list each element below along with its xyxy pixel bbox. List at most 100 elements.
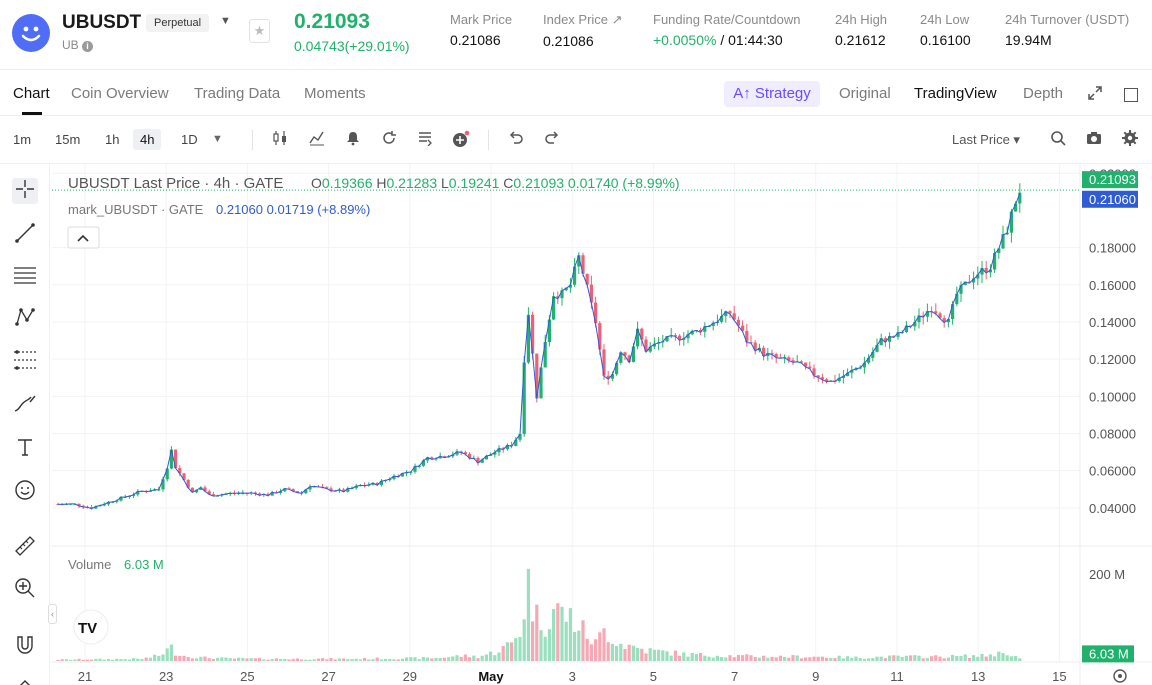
tab-depth[interactable]: Depth [1023, 85, 1064, 102]
redo-icon[interactable] [544, 130, 560, 150]
price-type-select[interactable]: Last Price ▾ [952, 132, 1020, 147]
timeframe-1d[interactable]: 1D [181, 132, 198, 147]
templates-icon[interactable] [417, 130, 433, 150]
collapse-toolbar-icon[interactable]: ‹ [48, 604, 57, 624]
trendline-icon[interactable] [12, 222, 38, 248]
tab-trading-data[interactable]: Trading Data [194, 85, 281, 102]
candle [892, 336, 896, 338]
volume-bar [753, 656, 757, 661]
expand-icon[interactable] [1087, 85, 1103, 101]
settings-icon[interactable] [1122, 130, 1138, 150]
candle [997, 248, 1001, 254]
volume-bar [199, 656, 203, 661]
volume-bar [547, 629, 551, 661]
strategy-button[interactable]: A↑ Strategy [724, 81, 820, 107]
volume-bar [279, 659, 283, 661]
measure-icon[interactable] [12, 534, 38, 560]
turnover-24h-value: 19.94M [1005, 32, 1052, 48]
volume-bar [56, 659, 60, 661]
tab-coin-overview[interactable]: Coin Overview [71, 85, 169, 102]
alert-icon[interactable] [345, 130, 361, 150]
volume-bar [459, 656, 463, 661]
volume-bar [619, 643, 623, 661]
volume-bar [820, 656, 824, 661]
candle [883, 338, 887, 342]
volume-bar [841, 658, 845, 661]
volume-bar [804, 657, 808, 661]
tab-moments[interactable]: Moments [304, 85, 366, 102]
candle [1014, 203, 1018, 212]
info-icon[interactable]: i [82, 41, 94, 52]
candle [283, 488, 287, 492]
volume-bar [531, 621, 535, 661]
base-coin-label: UB [62, 38, 79, 52]
volume-bar [552, 609, 556, 661]
tab-tradingview[interactable]: TradingView [914, 85, 997, 102]
timeframe-dropdown-icon[interactable]: ▼ [212, 133, 223, 145]
magnet-icon[interactable] [12, 634, 38, 660]
candle [308, 486, 312, 490]
candle [505, 445, 509, 450]
candle [648, 346, 652, 352]
timeframe-1h[interactable]: 1h [105, 132, 120, 147]
symbol-title[interactable]: UBUSDT [62, 12, 142, 33]
pattern-icon[interactable] [12, 306, 38, 332]
volume-bar [930, 656, 934, 661]
time-tick: 25 [240, 669, 254, 684]
timeframe-15m[interactable]: 15m [55, 132, 81, 147]
more-tools-icon[interactable] [18, 675, 32, 685]
symbol-dropdown-icon[interactable]: ▼ [220, 15, 231, 27]
volume-bar [73, 659, 77, 661]
volume-bar [182, 655, 186, 661]
candle [644, 339, 648, 352]
volume-bar [119, 659, 123, 661]
text-icon[interactable] [12, 436, 38, 462]
index-price-stat[interactable]: Index Price ↗ 0.21086 [543, 12, 623, 49]
candle-type-icon[interactable] [272, 130, 288, 150]
candle [203, 487, 207, 492]
favorite-star-icon[interactable]: ★ [249, 19, 270, 43]
mark-price-value: 0.21086 [450, 32, 501, 48]
brush-icon[interactable] [12, 392, 38, 418]
fib-icon[interactable] [12, 264, 38, 290]
search-icon[interactable] [1050, 130, 1066, 150]
funding-rate-stat: Funding Rate/Countdown +0.0050% / 01:44:… [653, 12, 800, 48]
funding-rate-label[interactable]: Funding Rate/Countdown [653, 12, 801, 27]
candle [812, 368, 816, 376]
emoji-icon[interactable] [12, 479, 38, 505]
volume-bar [694, 654, 698, 661]
volume-bar [883, 658, 887, 661]
candle [959, 285, 963, 294]
price-tag-label: 0.21060 [1089, 192, 1136, 207]
add-indicator-icon[interactable] [452, 130, 470, 152]
timeframe-1m[interactable]: 1m [13, 132, 32, 147]
volume-bar [266, 659, 270, 661]
price-chart[interactable]: 0.220000.180000.160000.140000.120000.100… [52, 164, 1152, 685]
timeframe-4h[interactable]: 4h [133, 129, 162, 150]
candle [178, 468, 182, 474]
volume-bar [442, 657, 446, 661]
indicators-icon[interactable] [309, 130, 325, 150]
index-price-label[interactable]: Index Price ↗ [543, 12, 623, 27]
price-tick: 0.14000 [1089, 315, 1136, 330]
volume-bar [703, 655, 707, 661]
camera-icon[interactable] [1086, 130, 1102, 150]
volume-bar [354, 658, 358, 661]
tab-chart[interactable]: Chart [13, 85, 50, 102]
candle [585, 273, 589, 285]
undo-icon[interactable] [508, 130, 524, 150]
ruler-lines-icon[interactable] [12, 349, 38, 375]
volume-bar [556, 603, 560, 661]
turnover-24h-stat: 24h Turnover (USDT) 19.94M [1005, 12, 1129, 48]
zoom-icon[interactable] [12, 577, 38, 603]
replay-icon[interactable] [381, 130, 397, 150]
window-icon[interactable] [1124, 88, 1138, 102]
volume-bar [623, 648, 627, 661]
volume-bar [207, 658, 211, 661]
candle [476, 458, 480, 463]
candle [522, 362, 526, 435]
candle [703, 326, 707, 332]
crosshair-icon[interactable] [12, 178, 38, 204]
low-24h-label: 24h Low [920, 12, 970, 27]
tab-original[interactable]: Original [839, 85, 891, 102]
